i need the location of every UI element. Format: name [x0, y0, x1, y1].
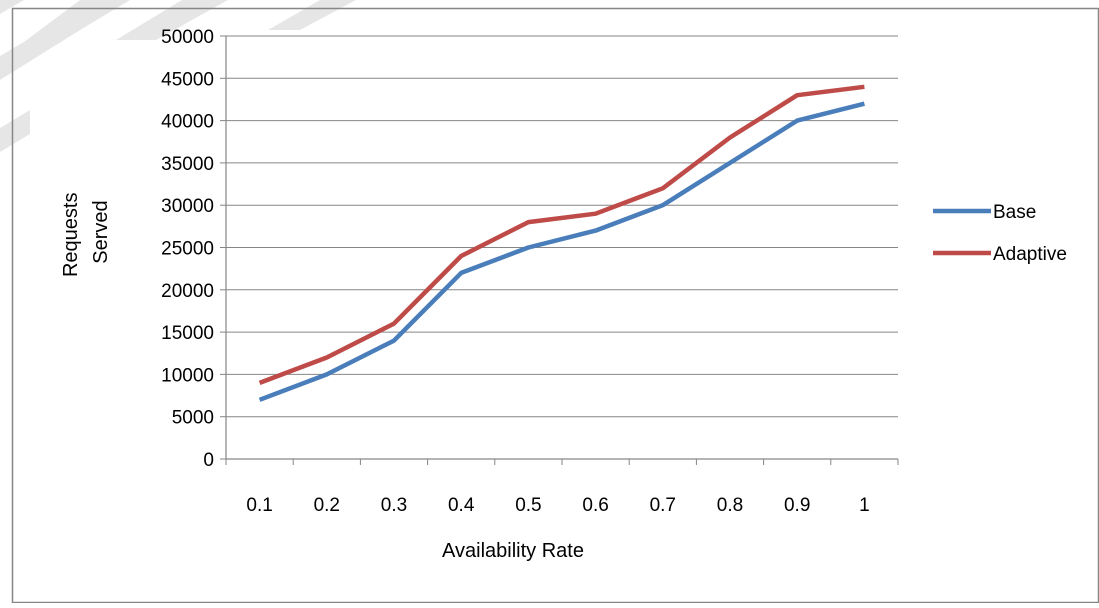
- x-axis-title: Availability Rate: [442, 540, 584, 562]
- legend-label-adaptive: Adaptive: [993, 244, 1067, 265]
- y-tick-label: 35000: [161, 154, 214, 175]
- y-tick-label: 25000: [161, 239, 214, 260]
- legend: Base Adaptive: [933, 202, 1067, 265]
- y-tick-label: 20000: [161, 281, 214, 302]
- axes: [220, 35, 899, 465]
- x-tick-label: 0.4: [448, 495, 475, 516]
- y-tick-label: 30000: [161, 196, 214, 217]
- x-tick-label: 1: [859, 495, 870, 516]
- y-tick-label: 50000: [161, 27, 214, 48]
- y-axis-title: Requests Served: [60, 187, 112, 277]
- series-line-base: [258, 101, 865, 402]
- legend-label-base: Base: [993, 202, 1036, 223]
- series-lines: [258, 84, 865, 402]
- x-tick-label: 0.9: [784, 495, 810, 516]
- y-tick-label: 40000: [161, 112, 214, 133]
- y-tick-label: 10000: [161, 365, 214, 386]
- y-tick-labels: 0 5000 10000 15000 20000 25000 30000 35000 40000…: [161, 27, 214, 471]
- series-line-adaptive: [258, 84, 865, 386]
- x-tick-label: 0.8: [717, 495, 743, 516]
- x-tick-label: 0.7: [650, 495, 676, 516]
- x-tick-label: 0.5: [515, 495, 541, 516]
- gridlines: [226, 35, 898, 418]
- y-tick-label: 5000: [172, 408, 214, 429]
- x-tick-label: 0.6: [582, 495, 608, 516]
- x-tick-label: 0.2: [314, 495, 340, 516]
- decor-stripe: [0, 110, 30, 152]
- y-tick-label: 0: [203, 450, 214, 471]
- decor-stripe: [0, 30, 80, 80]
- decor-stripe: [268, 0, 356, 30]
- x-tick-labels: 0.1 0.2 0.3 0.4 0.5 0.6 0.7 0.8 0.9 1: [246, 495, 869, 516]
- x-tick-label: 0.1: [246, 495, 272, 516]
- decor-stripe: [0, 0, 24, 14]
- background-decoration: [0, 0, 356, 152]
- decor-stripe: [116, 0, 228, 40]
- y-tick-label: 15000: [161, 323, 214, 344]
- y-axis-title-line-2: Served: [90, 200, 112, 263]
- y-axis-title-line-1: Requests: [60, 193, 82, 278]
- chart-border: [11, 7, 1099, 604]
- x-tick-label: 0.3: [381, 495, 407, 516]
- y-tick-label: 45000: [161, 69, 214, 90]
